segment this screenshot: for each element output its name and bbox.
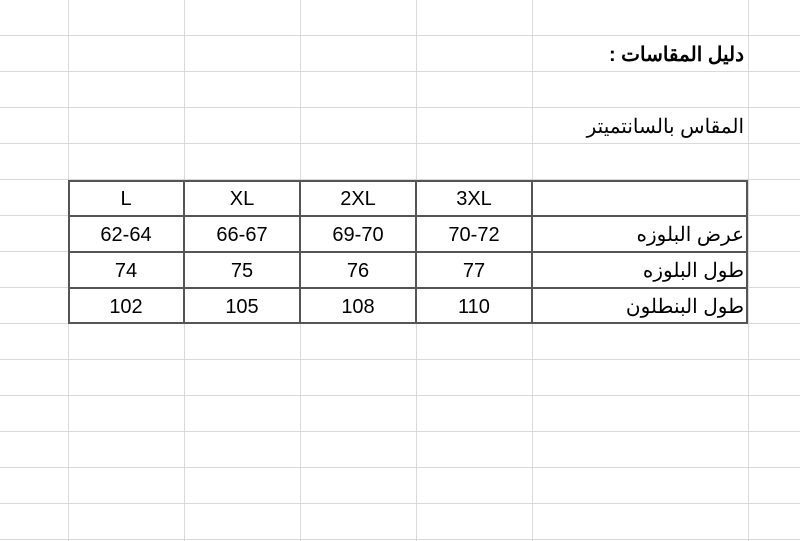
row-label[interactable]: طول البلوزه bbox=[642, 260, 744, 282]
row-gridline bbox=[0, 179, 800, 180]
table-border bbox=[68, 251, 748, 253]
table-header-cell[interactable] bbox=[532, 180, 748, 216]
row-gridline bbox=[0, 431, 800, 432]
units-note[interactable]: المقاس بالسانتميتر bbox=[586, 116, 744, 138]
row-gridline bbox=[0, 467, 800, 468]
table-cell[interactable]: 110 bbox=[458, 296, 490, 318]
table-cell[interactable]: 70-72 bbox=[448, 224, 500, 246]
table-cell[interactable]: 108 bbox=[341, 296, 375, 318]
row-gridline bbox=[0, 143, 800, 144]
table-border bbox=[68, 287, 748, 289]
table-cell[interactable]: 76 bbox=[346, 260, 370, 282]
table-cell[interactable]: 75 bbox=[230, 260, 254, 282]
sheet-title[interactable]: دليل المقاسات : bbox=[608, 44, 744, 66]
table-cell[interactable]: 66-67 bbox=[216, 224, 268, 246]
table-header-cell[interactable]: L bbox=[120, 188, 132, 210]
table-cell[interactable]: 77 bbox=[462, 260, 486, 282]
table-cell[interactable]: 74 bbox=[114, 260, 138, 282]
row-gridline bbox=[0, 107, 800, 108]
table-header-cell[interactable]: 3XL bbox=[456, 188, 492, 210]
row-gridline bbox=[0, 395, 800, 396]
row-label[interactable]: عرض البلوزه bbox=[636, 224, 744, 246]
row-gridline bbox=[0, 71, 800, 72]
table-header-cell[interactable]: XL bbox=[229, 188, 255, 210]
row-gridline bbox=[0, 539, 800, 540]
table-cell[interactable]: 69-70 bbox=[332, 224, 384, 246]
table-cell[interactable]: 62-64 bbox=[100, 224, 152, 246]
row-gridline bbox=[0, 503, 800, 504]
row-gridline bbox=[0, 359, 800, 360]
table-cell[interactable]: 105 bbox=[225, 296, 259, 318]
row-label[interactable]: طول البنطلون bbox=[625, 296, 744, 318]
table-cell[interactable]: 102 bbox=[109, 296, 143, 318]
table-border bbox=[68, 215, 748, 217]
column-gridline bbox=[748, 0, 749, 541]
row-gridline bbox=[0, 35, 800, 36]
table-header-cell[interactable]: 2XL bbox=[340, 188, 376, 210]
